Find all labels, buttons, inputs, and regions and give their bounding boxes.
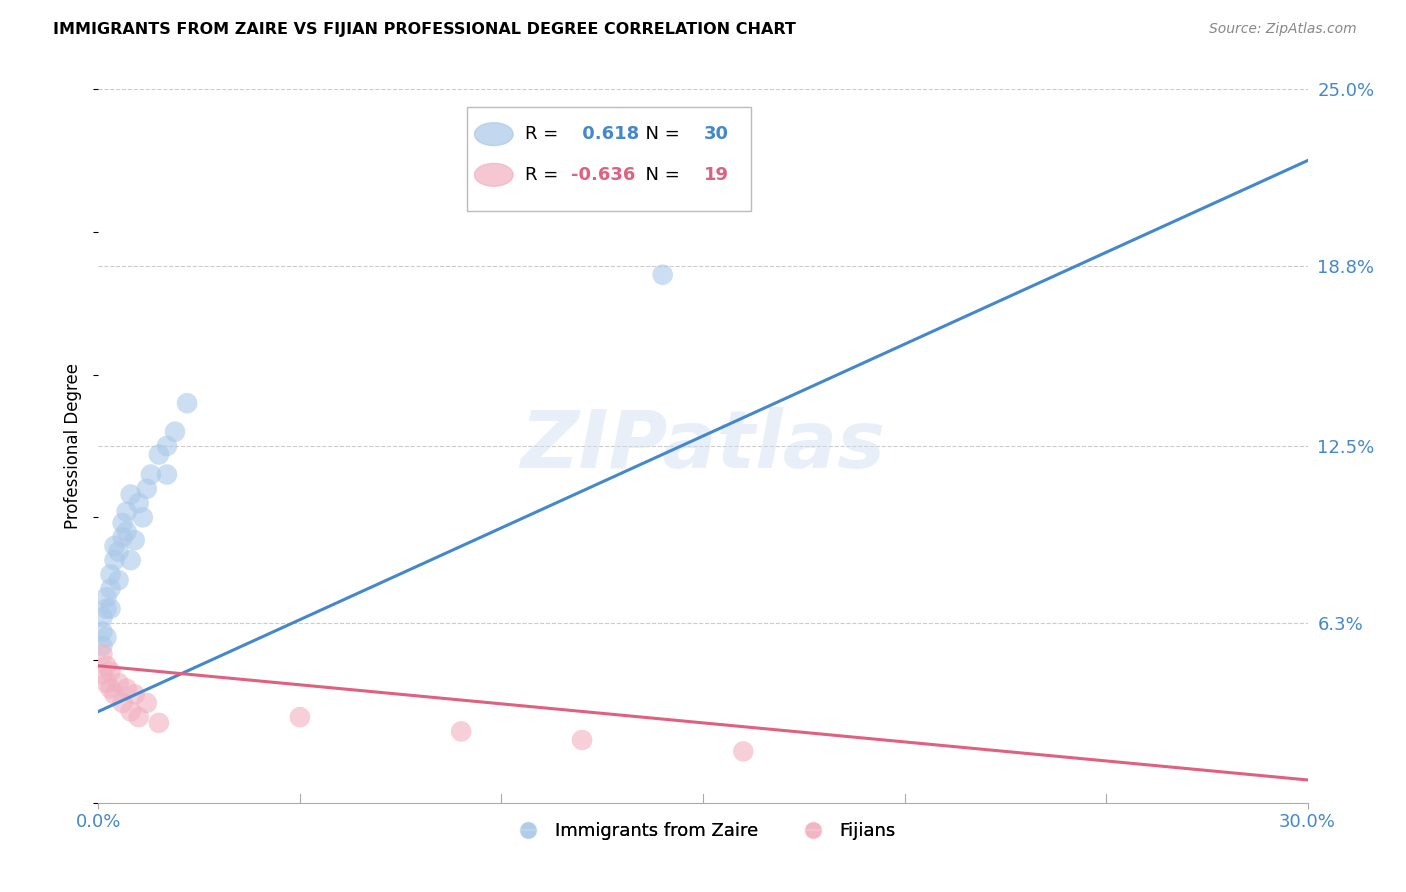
Point <box>450 724 472 739</box>
Point <box>100 582 122 596</box>
Point <box>103 539 125 553</box>
Point <box>571 733 593 747</box>
Point <box>115 505 138 519</box>
Point <box>156 467 179 482</box>
Text: ZIPatlas: ZIPatlas <box>520 407 886 485</box>
Point <box>120 487 142 501</box>
Point <box>111 516 134 530</box>
Point <box>91 610 114 624</box>
Point <box>120 553 142 567</box>
Point <box>111 530 134 544</box>
Point <box>120 705 142 719</box>
Point <box>148 448 170 462</box>
Point <box>651 268 673 282</box>
Point <box>96 591 118 605</box>
Text: R =: R = <box>526 166 564 184</box>
Text: 19: 19 <box>704 166 730 184</box>
Circle shape <box>474 163 513 186</box>
Text: Source: ZipAtlas.com: Source: ZipAtlas.com <box>1209 22 1357 37</box>
Point <box>163 425 186 439</box>
Text: IMMIGRANTS FROM ZAIRE VS FIJIAN PROFESSIONAL DEGREE CORRELATION CHART: IMMIGRANTS FROM ZAIRE VS FIJIAN PROFESSI… <box>53 22 796 37</box>
Point <box>139 467 162 482</box>
Point <box>100 601 122 615</box>
Point <box>96 601 118 615</box>
Text: N =: N = <box>634 125 686 143</box>
Point <box>96 658 118 673</box>
FancyBboxPatch shape <box>467 107 751 211</box>
Point <box>156 439 179 453</box>
Point <box>733 744 755 758</box>
Point <box>100 567 122 582</box>
Y-axis label: Professional Degree: Professional Degree <box>65 363 83 529</box>
Text: R =: R = <box>526 125 564 143</box>
Point <box>91 648 114 662</box>
Point <box>132 510 155 524</box>
Point <box>103 553 125 567</box>
Legend: Immigrants from Zaire, Fijians: Immigrants from Zaire, Fijians <box>503 815 903 847</box>
Point <box>107 573 129 587</box>
Point <box>124 533 146 548</box>
Point <box>115 681 138 696</box>
Point <box>91 624 114 639</box>
Point <box>91 667 114 681</box>
Point <box>288 710 311 724</box>
Point <box>128 710 150 724</box>
Point <box>176 396 198 410</box>
Point <box>107 544 129 558</box>
Point <box>96 676 118 690</box>
Point <box>128 496 150 510</box>
Point <box>111 696 134 710</box>
Point <box>115 524 138 539</box>
Text: 0.618: 0.618 <box>576 125 640 143</box>
Point <box>100 681 122 696</box>
Text: N =: N = <box>634 166 686 184</box>
Point <box>124 687 146 701</box>
Text: -0.636: -0.636 <box>571 166 636 184</box>
Point <box>148 715 170 730</box>
Point <box>100 665 122 679</box>
Point <box>135 696 157 710</box>
Point <box>91 639 114 653</box>
Point <box>96 630 118 644</box>
Circle shape <box>474 123 513 145</box>
Point <box>107 676 129 690</box>
Text: 30: 30 <box>704 125 730 143</box>
Point <box>135 482 157 496</box>
Point <box>103 687 125 701</box>
